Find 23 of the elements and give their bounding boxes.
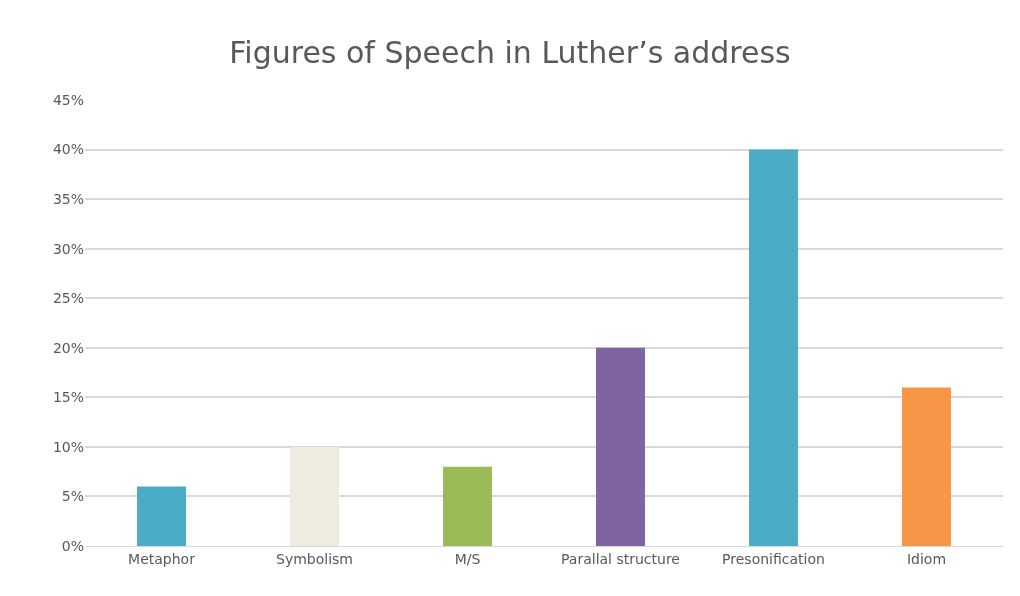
y-tick-label: 20% [52,339,84,356]
x-tick-label: Presonification [722,550,825,567]
bar [596,347,645,546]
bar [290,446,339,546]
x-tick-label: M/S [454,550,481,567]
y-tick-label: 40% [52,141,84,158]
x-tick-label: Parallal structure [561,550,680,567]
chart-title: Figures of Speech in Luther’s address [229,34,791,70]
x-tick-label: Idiom [906,550,947,567]
y-tick-label: 0% [61,537,84,554]
bar [443,466,492,546]
x-tick-label: Metaphor [128,550,196,567]
y-tick-label: 5% [61,488,84,505]
y-tick-label: 30% [52,240,84,257]
y-tick-label: 10% [52,438,84,455]
y-tick-label: 15% [52,389,84,406]
y-tick-label: 25% [52,290,84,307]
y-tick-label: 35% [52,191,84,208]
bar [749,149,798,546]
y-tick-label: 45% [52,91,84,108]
x-tick-label: Symbolism [276,550,353,567]
bar [137,486,186,546]
bar [902,387,951,546]
